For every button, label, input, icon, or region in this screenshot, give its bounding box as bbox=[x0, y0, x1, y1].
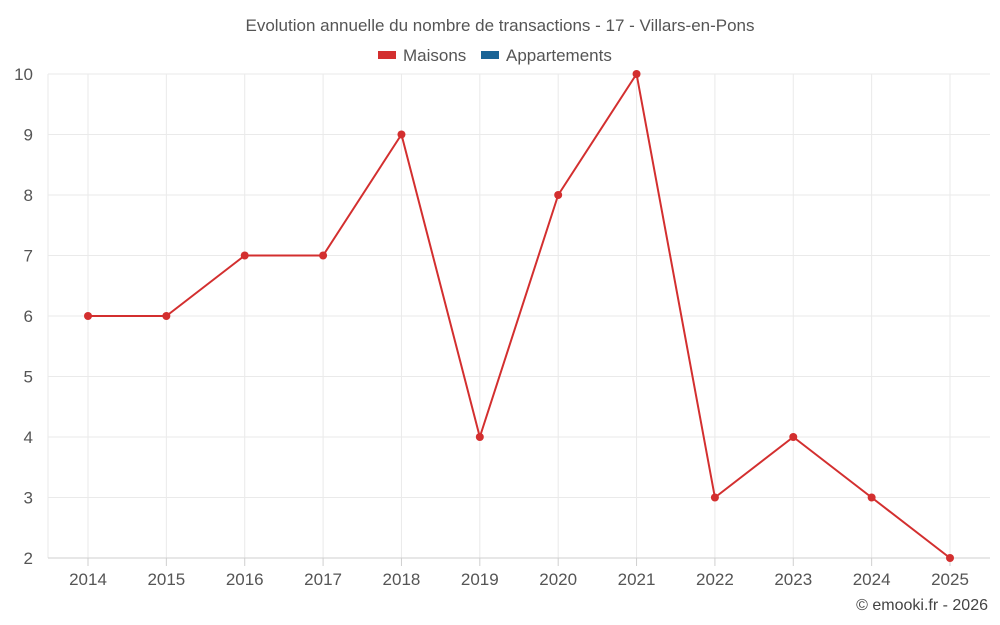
y-tick-label: 10 bbox=[14, 65, 33, 84]
data-point-maisons-2017[interactable] bbox=[319, 251, 328, 260]
y-tick-label: 7 bbox=[24, 247, 33, 266]
series-layer bbox=[84, 70, 954, 562]
x-tick-label: 2017 bbox=[304, 570, 342, 589]
y-tick-label: 9 bbox=[24, 126, 33, 145]
data-point-maisons-2022[interactable] bbox=[710, 493, 719, 502]
x-tick-label: 2022 bbox=[696, 570, 734, 589]
y-tick-label: 5 bbox=[24, 368, 33, 387]
y-tick-label: 3 bbox=[24, 489, 33, 508]
x-tick-label: 2015 bbox=[147, 570, 185, 589]
x-tick-label: 2016 bbox=[226, 570, 264, 589]
legend-label-maisons: Maisons bbox=[403, 46, 466, 65]
x-tick-label: 2023 bbox=[774, 570, 812, 589]
x-tick-label: 2020 bbox=[539, 570, 577, 589]
y-tick-label: 2 bbox=[24, 549, 33, 568]
x-tick-label: 2025 bbox=[931, 570, 969, 589]
data-point-maisons-2025[interactable] bbox=[946, 554, 954, 562]
series-line-maisons bbox=[87, 73, 951, 559]
x-axis-ticks: 2014 2015 2016 2017 2018 2019 2020 2021 2022 2023… bbox=[69, 558, 969, 589]
legend-item-appartements[interactable]: Appartements bbox=[481, 46, 612, 65]
data-point-maisons-2016[interactable] bbox=[240, 251, 249, 260]
x-tick-label: 2018 bbox=[383, 570, 421, 589]
y-tick-label: 4 bbox=[24, 428, 33, 447]
y-tick-label: 8 bbox=[24, 186, 33, 205]
x-gridlines bbox=[47, 74, 951, 558]
y-tick-label: 6 bbox=[24, 307, 33, 326]
data-point-maisons-2018[interactable] bbox=[397, 130, 406, 139]
data-point-maisons-2023[interactable] bbox=[789, 433, 798, 441]
data-point-maisons-2024[interactable] bbox=[867, 493, 876, 502]
legend-label-appartements: Appartements bbox=[506, 46, 612, 65]
legend-item-maisons[interactable]: Maisons bbox=[378, 46, 466, 65]
data-point-maisons-2015[interactable] bbox=[162, 312, 171, 320]
data-point-maisons-2019[interactable] bbox=[475, 433, 484, 441]
x-tick-label: 2014 bbox=[69, 570, 107, 589]
y-axis-ticks: 2 3 4 5 6 7 8 9 10 bbox=[14, 65, 33, 568]
x-tick-label: 2019 bbox=[461, 570, 499, 589]
x-tick-label: 2021 bbox=[618, 570, 656, 589]
legend: Maisons Appartements bbox=[378, 46, 612, 65]
data-point-maisons-2021[interactable] bbox=[632, 70, 641, 78]
credit-text: © emooki.fr - 2026 bbox=[856, 597, 988, 614]
data-point-maisons-2020[interactable] bbox=[554, 191, 563, 199]
x-tick-label: 2024 bbox=[853, 570, 891, 589]
legend-swatch-appartements bbox=[481, 51, 499, 59]
chart-title: Evolution annuelle du nombre de transact… bbox=[245, 16, 754, 35]
data-point-maisons-2014[interactable] bbox=[84, 312, 92, 320]
legend-swatch-maisons bbox=[378, 51, 396, 59]
